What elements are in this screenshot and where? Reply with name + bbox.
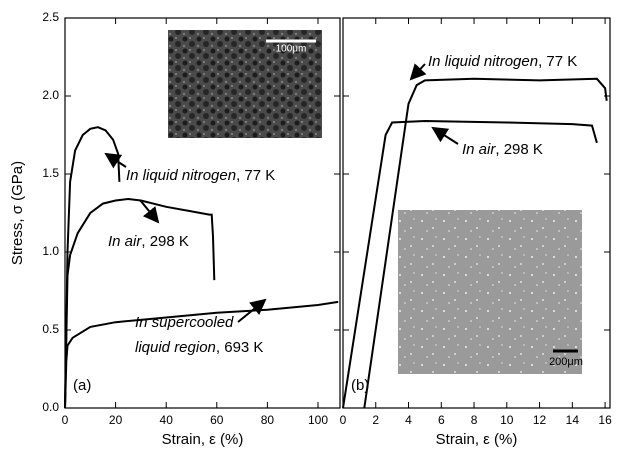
annotation-text: , 77 K xyxy=(538,53,577,70)
annotation-italic: In air xyxy=(462,141,496,158)
annotation: liquid region, 693 K xyxy=(135,339,263,356)
y-tick-label: 2.5 xyxy=(42,10,59,24)
annotation-arrow xyxy=(433,128,458,144)
x-tick-label: 0 xyxy=(62,413,69,427)
annotation-italic: In supercooled xyxy=(135,314,234,331)
annotation: In air, 298 K xyxy=(462,141,543,158)
x-tick-label: 14 xyxy=(566,413,580,427)
x-tick-label: 60 xyxy=(210,413,224,427)
annotation-italic: In air xyxy=(108,233,142,250)
x-tick-label: 16 xyxy=(598,413,612,427)
x-tick-label: 100 xyxy=(308,413,328,427)
panel-label: (a) xyxy=(73,377,91,394)
annotation-arrow xyxy=(411,64,425,79)
figure: 100μm 200μm 0204060801000.00.51.01.52.02… xyxy=(0,0,619,457)
y-tick-label: 0.0 xyxy=(42,400,59,414)
y-tick-label: 2.0 xyxy=(42,88,59,102)
x-tick-label: 10 xyxy=(500,413,514,427)
annotation: In supercooled xyxy=(135,314,234,331)
y-tick-label: 1.5 xyxy=(42,166,59,180)
x-tick-label: 6 xyxy=(438,413,445,427)
annotation-italic: In liquid nitrogen xyxy=(126,167,236,184)
x-axis-label: Strain, ε (%) xyxy=(162,431,244,448)
x-tick-label: 8 xyxy=(471,413,478,427)
x-tick-label: 2 xyxy=(372,413,379,427)
scale-label: 200μm xyxy=(549,356,583,368)
curve xyxy=(65,127,119,408)
panel-label: (b) xyxy=(351,377,369,394)
x-tick-label: 12 xyxy=(533,413,547,427)
x-tick-label: 40 xyxy=(160,413,174,427)
annotation: In air, 298 K xyxy=(108,233,189,250)
annotation-text: , 693 K xyxy=(216,339,264,356)
x-tick-label: 80 xyxy=(261,413,275,427)
x-tick-label: 4 xyxy=(405,413,412,427)
scale-label: 100μm xyxy=(276,44,307,55)
x-tick-label: 0 xyxy=(340,413,347,427)
annotation-text: , 298 K xyxy=(495,141,543,158)
annotation-italic: liquid region xyxy=(135,339,216,356)
y-tick-label: 1.0 xyxy=(42,244,59,258)
annotation-arrow xyxy=(106,154,126,167)
y-tick-label: 0.5 xyxy=(42,322,59,336)
annotation-text: , 77 K xyxy=(236,167,275,184)
annotation: In liquid nitrogen, 77 K xyxy=(126,167,275,184)
inset-micrograph xyxy=(398,210,582,374)
annotation: In liquid nitrogen, 77 K xyxy=(428,53,577,70)
annotation-italic: In liquid nitrogen xyxy=(428,53,538,70)
x-tick-label: 20 xyxy=(109,413,123,427)
annotation-text: , 298 K xyxy=(141,233,189,250)
x-axis-label: Strain, ε (%) xyxy=(436,431,518,448)
y-axis-label: Stress, σ (GPa) xyxy=(9,161,26,265)
